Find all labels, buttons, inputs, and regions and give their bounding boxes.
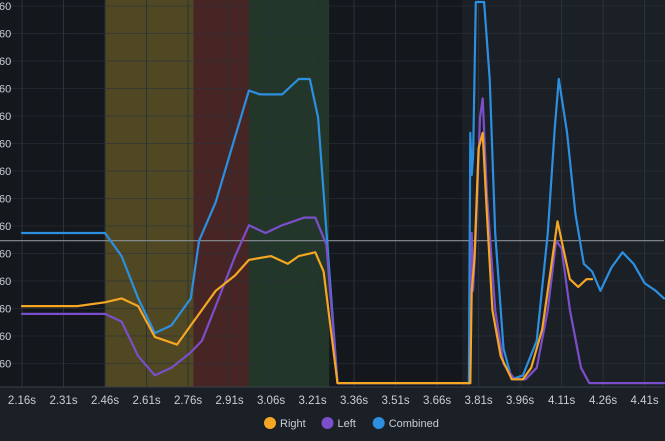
x-tick-label: 2.46s — [91, 395, 119, 407]
x-tick-label: 2.16s — [8, 395, 36, 407]
y-tick-label: 60 — [0, 221, 11, 233]
y-tick-label: 60 — [0, 29, 11, 41]
legend-label-left: Left — [338, 418, 356, 430]
y-tick-label: 60 — [0, 276, 11, 288]
x-tick-label: 2.61s — [132, 395, 160, 407]
legend-swatch-left — [321, 417, 334, 429]
x-tick-label: 3.96s — [506, 395, 534, 407]
y-tick-label: 60 — [0, 359, 11, 371]
y-tick-label: 60 — [0, 139, 11, 151]
y-tick-label: 60 — [0, 249, 11, 261]
x-tick-label: 3.21s — [298, 395, 326, 407]
series-line-combined — [20, 0, 665, 385]
x-tick-label: 2.31s — [49, 395, 77, 407]
y-tick-label: 60 — [0, 331, 11, 343]
legend-label-right: Right — [280, 418, 306, 430]
x-tick-label: 2.91s — [215, 395, 243, 407]
highlight-band-2 — [248, 0, 330, 387]
series-line-right — [20, 131, 594, 385]
x-tick-label: 4.26s — [589, 395, 617, 407]
x-tick-label: 3.36s — [340, 395, 368, 407]
x-tick-label: 3.81s — [465, 395, 493, 407]
highlight-band-1 — [193, 0, 249, 387]
dark-band-left — [0, 0, 106, 387]
x-tick-label: 3.51s — [382, 395, 410, 407]
x-tick-label: 2.76s — [174, 395, 202, 407]
y-tick-label: 60 — [0, 84, 11, 96]
y-tick-label: 60 — [0, 304, 11, 316]
x-tick-label: 4.41s — [631, 395, 659, 407]
y-tick-label: 60 — [0, 194, 11, 206]
y-tick-label: 60 — [0, 1, 11, 13]
x-tick-label: 4.11s — [548, 395, 576, 407]
x-tick-label: 3.06s — [257, 395, 285, 407]
y-tick-label: 60 — [0, 56, 11, 68]
legend-label-combined: Combined — [389, 418, 439, 430]
y-tick-label: 60 — [0, 166, 11, 178]
legend-swatch-combined — [372, 417, 385, 429]
x-tick-label: 3.66s — [423, 395, 451, 407]
legend-swatch-right — [264, 417, 276, 429]
y-tick-label: 60 — [0, 111, 11, 123]
